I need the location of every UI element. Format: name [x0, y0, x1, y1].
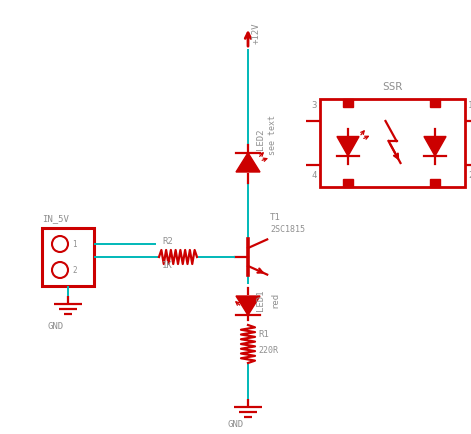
Text: LED1: LED1 [256, 289, 265, 310]
Polygon shape [236, 154, 260, 173]
Polygon shape [236, 296, 260, 316]
Text: SSR: SSR [382, 82, 403, 92]
Text: T1: T1 [270, 213, 281, 221]
Text: 220R: 220R [258, 345, 278, 354]
Text: 3: 3 [312, 101, 317, 110]
Bar [343, 100, 353, 108]
Bar [343, 180, 353, 187]
Bar [430, 180, 440, 187]
Text: IN_5V: IN_5V [42, 214, 69, 223]
Text: 1: 1 [72, 240, 77, 249]
Text: 1K: 1K [162, 260, 173, 270]
Text: 2: 2 [468, 171, 471, 180]
Text: R2: R2 [162, 237, 173, 246]
Text: 2SC1815: 2SC1815 [270, 224, 305, 233]
Polygon shape [424, 137, 446, 157]
Text: 4: 4 [312, 171, 317, 180]
Text: R1: R1 [258, 329, 269, 338]
Bar [42, 228, 94, 286]
Polygon shape [337, 137, 359, 157]
Text: GND: GND [228, 419, 244, 428]
Text: GND: GND [48, 321, 64, 330]
Bar [430, 100, 440, 108]
Text: 2: 2 [72, 266, 77, 275]
Text: +12V: +12V [252, 22, 261, 43]
Text: LED2: LED2 [256, 128, 265, 150]
Bar [320, 100, 465, 187]
Text: 1: 1 [468, 101, 471, 110]
Text: see text: see text [268, 115, 277, 155]
Text: red: red [270, 291, 279, 307]
